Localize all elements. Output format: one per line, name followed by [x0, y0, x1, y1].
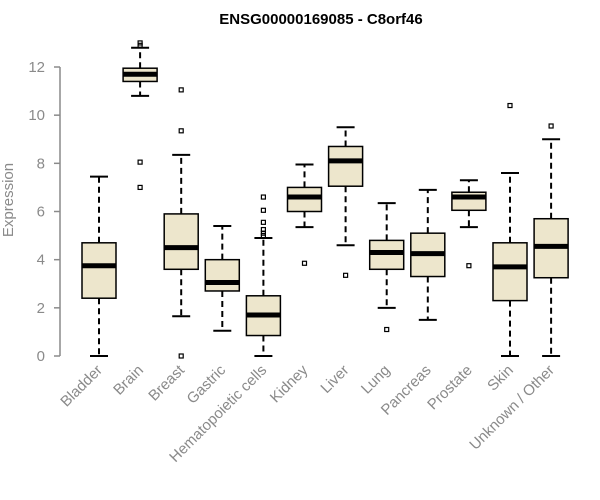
boxes-group [81, 40, 569, 359]
outlier-point [260, 207, 266, 213]
outlier-point [137, 42, 143, 48]
y-tick-label: 2 [37, 300, 45, 317]
outlier-point [343, 272, 349, 278]
iqr-box [81, 242, 117, 299]
outlier-point [384, 326, 390, 333]
box-pancreas [410, 188, 446, 321]
outlier-point [548, 123, 554, 129]
box-kidney [286, 163, 323, 266]
outlier-point [507, 102, 513, 109]
box-unknown-other [533, 123, 569, 357]
outlier-point [466, 263, 472, 269]
x-tick-label: Brain [110, 362, 147, 399]
x-tick-label: Skin [484, 362, 517, 395]
x-tick-label: Kidney [267, 361, 312, 406]
y-axis-label: Expression [0, 163, 17, 237]
y-tick-label: 8 [37, 155, 45, 172]
box-breast [163, 87, 199, 359]
outlier-point [260, 232, 266, 239]
iqr-box [492, 242, 528, 302]
outlier-point [178, 353, 184, 359]
box-skin [492, 102, 528, 357]
outlier-point [260, 194, 266, 200]
y-tick-label: 12 [28, 59, 45, 76]
x-tick-label: Lung [358, 362, 394, 398]
y-axis: 0 2 4 6 8 10 12 [28, 59, 61, 365]
box-lung [368, 202, 405, 333]
x-tick-label: Bladder [57, 362, 106, 411]
box-prostate [451, 179, 487, 269]
box-gastric [204, 224, 241, 332]
outlier-point [178, 128, 184, 134]
iqr-box [163, 213, 199, 271]
outlier-point [137, 184, 143, 191]
box-bladder [81, 175, 117, 357]
iqr-box [204, 258, 241, 292]
box-hematopoietic-cells [245, 194, 282, 357]
x-tick-label: Prostate [424, 362, 476, 414]
box-brain [122, 40, 158, 191]
x-tick-label: Breast [145, 361, 188, 404]
y-tick-label: 6 [37, 204, 45, 221]
y-tick-label: 4 [37, 252, 45, 269]
chart-title: ENSG00000169085 - C8orf46 [219, 11, 422, 28]
outlier-point [301, 260, 308, 266]
outlier-point [137, 159, 143, 165]
x-tick-label: Liver [317, 362, 352, 397]
box-liver [327, 126, 364, 278]
outlier-point [178, 87, 184, 93]
iqr-box [327, 145, 364, 187]
y-tick-label: 0 [37, 348, 45, 365]
outlier-point [260, 219, 266, 225]
y-tick-label: 10 [28, 107, 45, 124]
